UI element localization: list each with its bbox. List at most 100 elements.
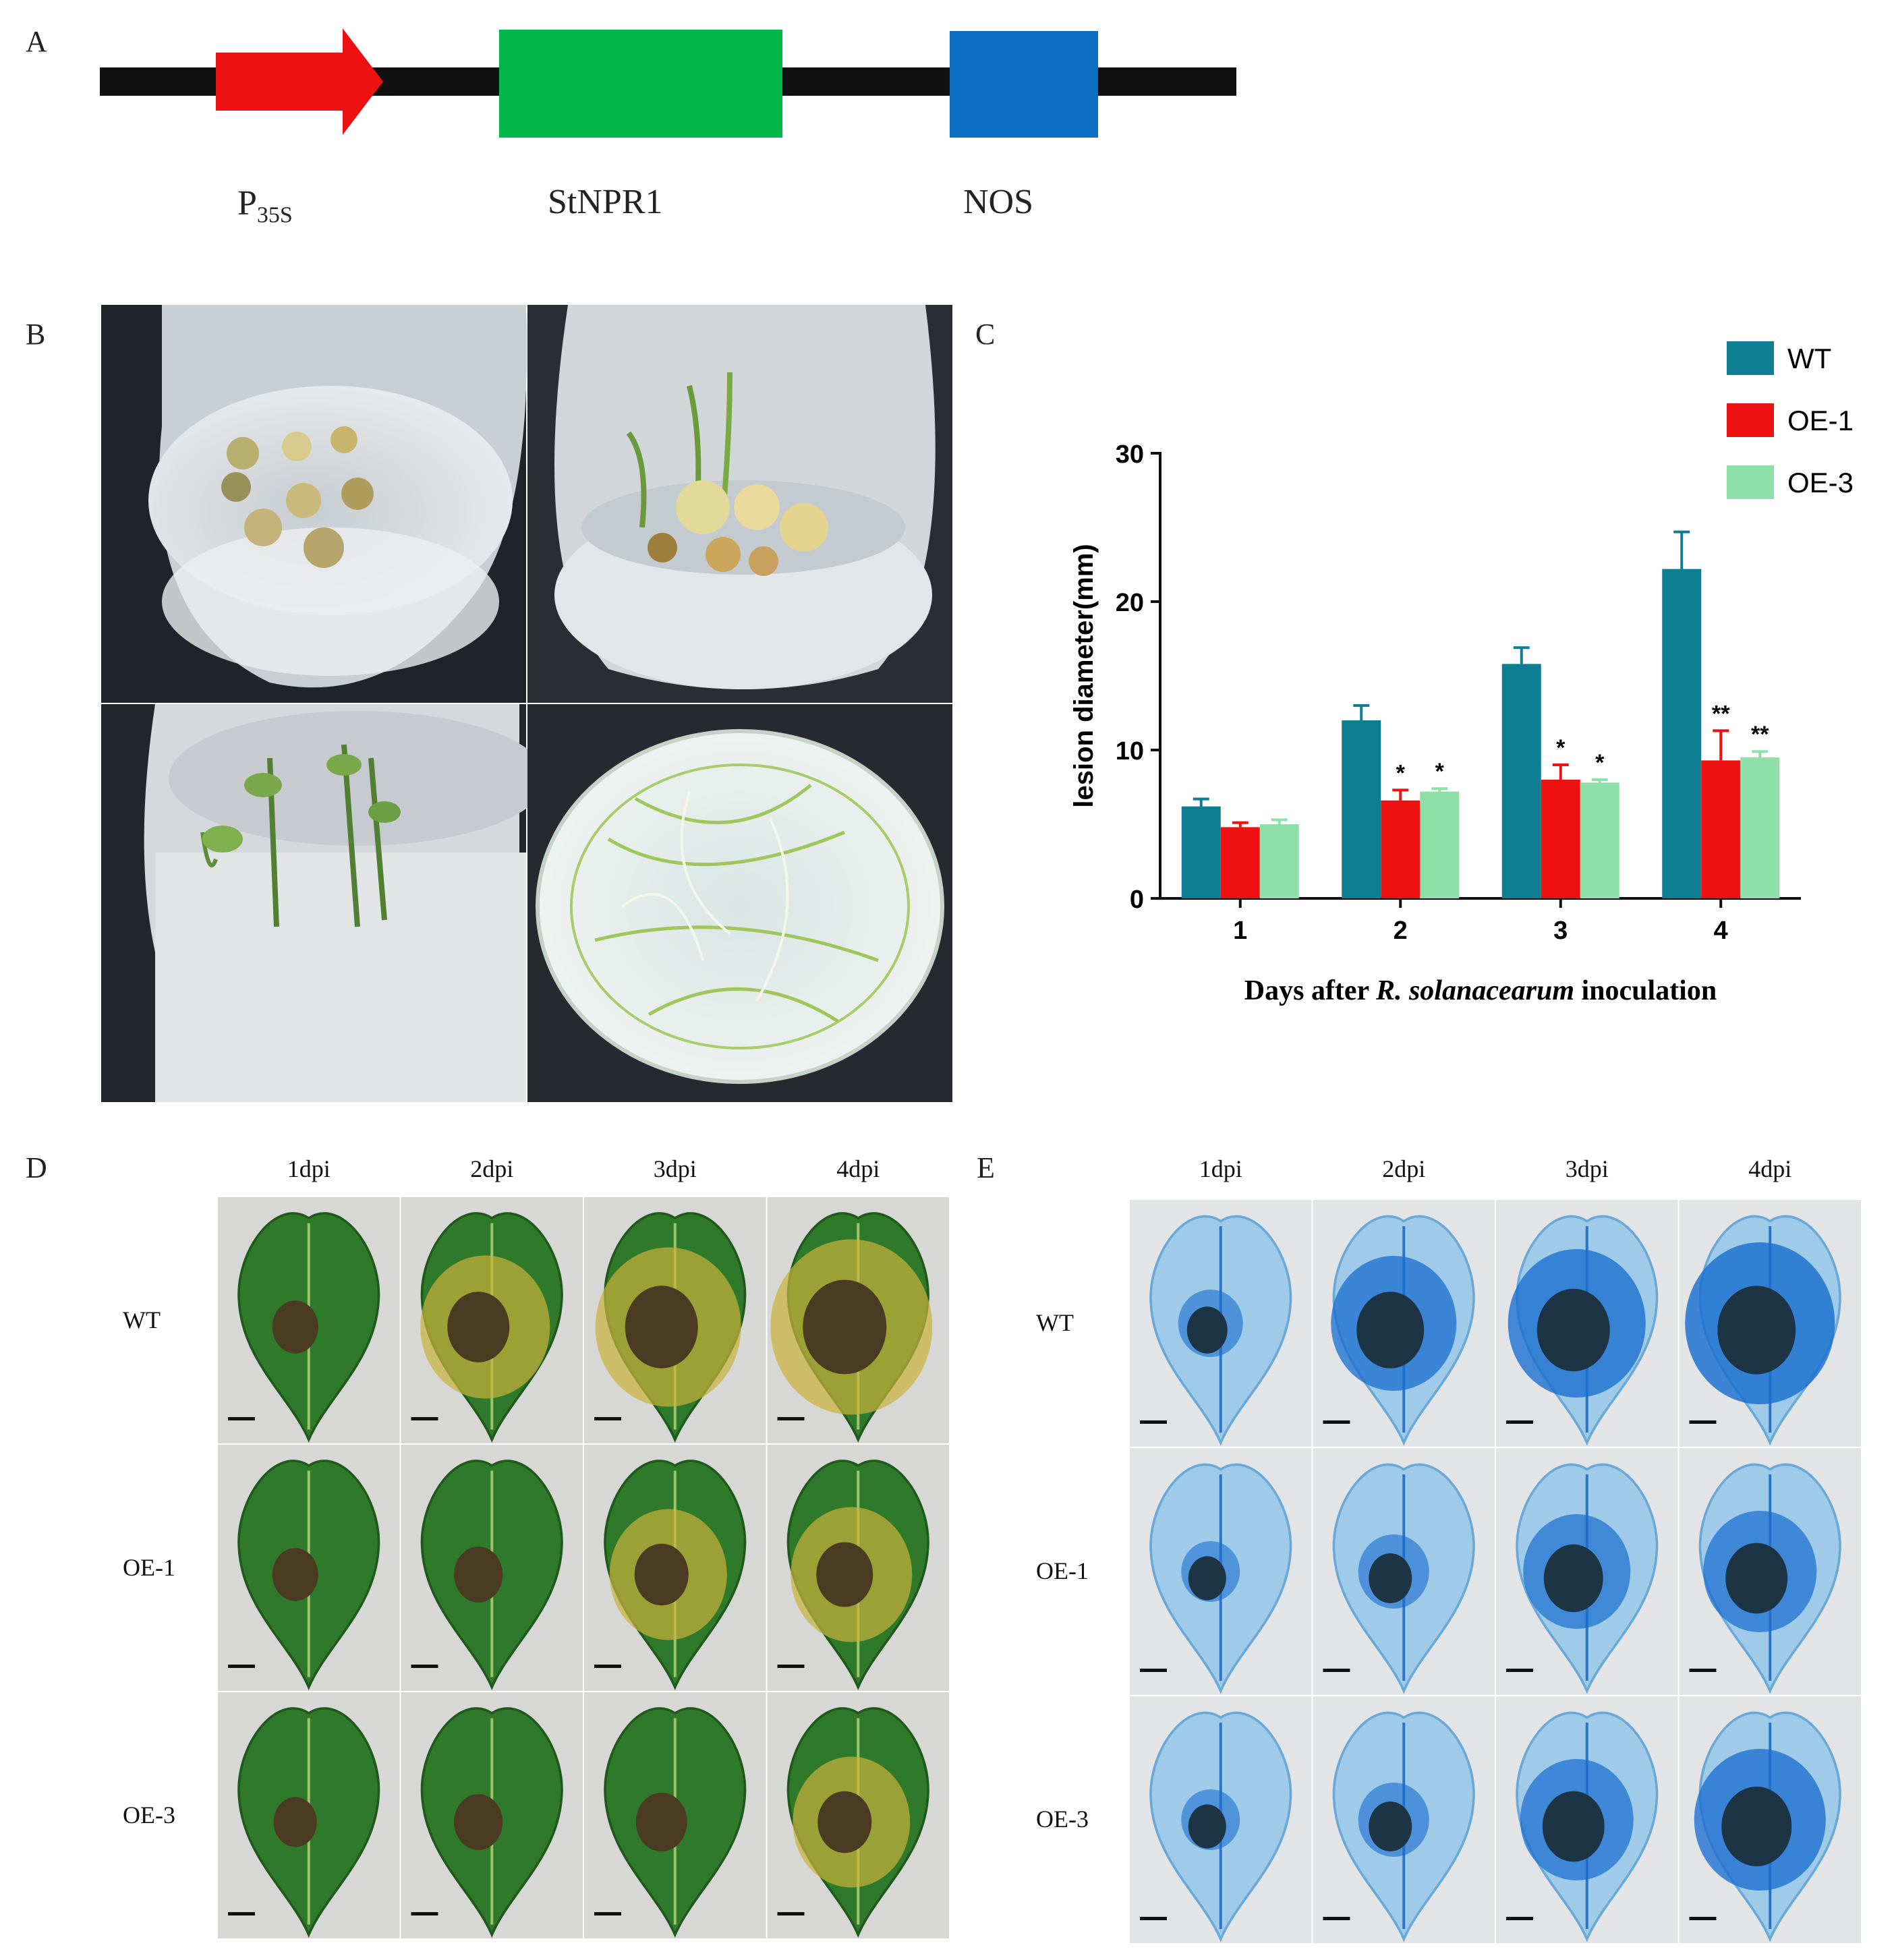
column-label-1dpi: 1dpi [1199, 1155, 1242, 1182]
lesion [447, 1292, 510, 1362]
lesion [272, 1300, 318, 1354]
scale-bar [228, 1417, 255, 1420]
leaf-photo-oe-1-4dpi [767, 1445, 949, 1691]
leaf-photo-oe-1-2dpi [401, 1445, 583, 1691]
x-tick-label: 2 [1394, 917, 1408, 945]
lesion [1717, 1286, 1796, 1375]
row-label-oe-1: OE-1 [123, 1553, 175, 1581]
bar-oe-1-day-3 [1541, 780, 1580, 898]
scale-bar [594, 1665, 621, 1668]
leaf-photo-wt-2dpi [401, 1197, 583, 1443]
scale-bar [777, 1665, 805, 1668]
significance-marker: * [1435, 759, 1445, 784]
lesion [816, 1542, 873, 1607]
scale-bar [411, 1665, 438, 1668]
lesion [1725, 1543, 1788, 1614]
lesion [635, 1792, 687, 1852]
leaf-photo-oe-1-1dpi [218, 1445, 400, 1691]
leaf-photo-wt-2dpi [1313, 1200, 1495, 1447]
scale-bar [1323, 1917, 1350, 1920]
leaf-photo-oe-1-3dpi [584, 1445, 766, 1691]
y-tick-label: 0 [1130, 886, 1144, 914]
leaf-photo-wt-3dpi [1496, 1200, 1678, 1447]
row-label-oe-3: OE-3 [1036, 1806, 1089, 1833]
bar-wt-day-4 [1662, 569, 1702, 898]
panel-c-letter: C [975, 318, 996, 351]
leaf-lesion-photo-grid [218, 1197, 949, 1938]
scale-bar [228, 1665, 255, 1668]
terminator-label: NOS [963, 183, 1034, 221]
significance-marker: * [1595, 750, 1605, 776]
lesion [1188, 1556, 1226, 1601]
bar-wt-day-2 [1342, 720, 1381, 898]
promoter-label-subscript: 35S [256, 202, 293, 228]
lesion [803, 1279, 887, 1375]
scale-bar [1689, 1917, 1717, 1920]
promoter-label: P35S [237, 183, 293, 228]
leaf-photo-oe-3-1dpi [1130, 1696, 1312, 1943]
scale-bar [594, 1417, 621, 1420]
significance-marker: * [1396, 760, 1406, 786]
x-axis-label-species: R. solanacearum [1375, 975, 1574, 1006]
x-tick-label: 3 [1553, 917, 1568, 945]
regeneration-photo-grid [101, 305, 952, 1102]
column-label-4dpi: 4dpi [1748, 1155, 1792, 1182]
leaf-photo-oe-1-3dpi [1496, 1448, 1678, 1695]
leaf-photo-oe-3-2dpi [401, 1692, 583, 1938]
promoter-label-main: P [237, 184, 257, 223]
scale-bar [1323, 1420, 1350, 1424]
row-label-wt: WT [123, 1306, 161, 1333]
scale-bar [411, 1912, 438, 1915]
bar-oe-1-day-1 [1220, 827, 1260, 898]
legend-swatch-wt [1727, 341, 1774, 375]
x-axis-label-suffix: inoculation [1574, 975, 1717, 1006]
leaf-photo-wt-1dpi [218, 1197, 400, 1443]
scale-bar [1140, 1669, 1167, 1672]
leaf-photo-wt-4dpi [1679, 1200, 1861, 1447]
significance-marker: ** [1712, 701, 1730, 726]
scale-bar [777, 1912, 805, 1915]
bar-wt-day-3 [1501, 664, 1541, 898]
gene-box [499, 30, 782, 138]
trypan-blue-photo-grid [1130, 1200, 1861, 1943]
scale-bar [594, 1912, 621, 1915]
photo-rooted-plantlets [101, 704, 546, 1102]
x-axis-label-prefix: Days after [1244, 975, 1376, 1006]
bar-oe-3-day-2 [1420, 791, 1460, 898]
bar-oe-3-day-4 [1740, 757, 1780, 898]
legend-label: OE-3 [1787, 467, 1854, 498]
significance-marker: * [1556, 735, 1566, 761]
lesion [1543, 1544, 1603, 1613]
y-tick-label: 20 [1116, 589, 1144, 617]
bar-wt-day-1 [1181, 806, 1221, 898]
lesion [1369, 1802, 1412, 1851]
leaf-photo-oe-1-4dpi [1679, 1448, 1861, 1695]
column-label-3dpi: 3dpi [653, 1155, 697, 1182]
lesion [625, 1286, 698, 1368]
x-axis-label: Days after R. solanacearum inoculation [1244, 975, 1717, 1006]
lesion [1188, 1804, 1226, 1849]
scale-bar [1506, 1917, 1533, 1920]
photo-seedling-dish [527, 704, 952, 1102]
legend-swatch-oe-3 [1727, 465, 1774, 499]
leaf-photo-oe-1-2dpi [1313, 1448, 1495, 1695]
lesion [1542, 1791, 1605, 1862]
column-label-2dpi: 2dpi [470, 1155, 514, 1182]
photo-callus-induction [101, 305, 527, 703]
scale-bar [1506, 1420, 1533, 1424]
scale-bar [411, 1417, 438, 1420]
panel-a-letter: A [26, 25, 47, 58]
panel-e-letter: E [977, 1151, 995, 1184]
lesion [454, 1794, 503, 1850]
legend-swatch-oe-1 [1727, 403, 1774, 437]
lesion [272, 1548, 318, 1601]
gene-label: StNPR1 [548, 183, 663, 221]
bar-oe-1-day-4 [1701, 760, 1741, 898]
x-tick-label: 4 [1714, 917, 1728, 945]
column-label-3dpi: 3dpi [1565, 1155, 1609, 1182]
bar-oe-1-day-2 [1381, 800, 1420, 898]
lesion [817, 1791, 872, 1853]
panel-b-letter: B [26, 318, 46, 351]
panel-d-letter: D [26, 1151, 47, 1184]
